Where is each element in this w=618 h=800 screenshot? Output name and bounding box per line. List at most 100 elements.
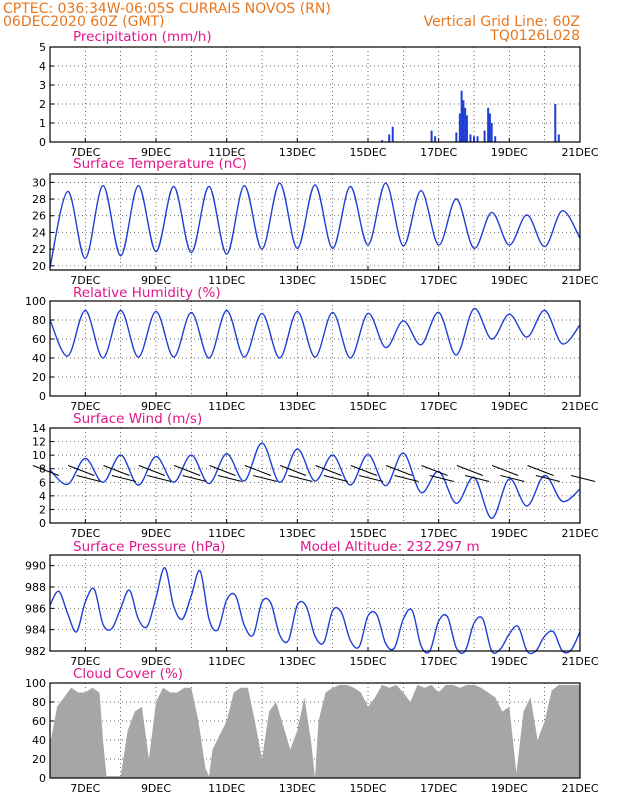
pressure-panel: 982 984 986 988 990 7DEC 9DEC 11DEC 13DEC 15DEC 17… — [25, 554, 599, 668]
precip-title: Precipitation (mm/h) — [73, 29, 212, 45]
precip-xtick-label: 11DEC — [208, 146, 245, 159]
pressure-xtick-label: 7DEC — [70, 655, 100, 668]
rh-ytick-label: 60 — [32, 333, 46, 346]
pressure-ytick-label: 986 — [25, 602, 46, 615]
wind-ytick-label: 10 — [32, 449, 46, 462]
precip-bar — [455, 132, 458, 142]
temp-ytick-label: 26 — [32, 210, 46, 223]
wind-arrow — [456, 465, 484, 476]
wind-arrow — [253, 475, 278, 482]
precip-bar — [458, 113, 461, 142]
temp-xtick-label: 7DEC — [70, 274, 100, 287]
wind-xtick-label: 13DEC — [279, 527, 316, 540]
wind-arrow — [394, 475, 419, 482]
cloud-ytick-label: 100 — [25, 677, 46, 690]
wind-arrow — [173, 465, 201, 476]
pressure-xtick-label: 9DEC — [141, 655, 171, 668]
wind-arrow — [429, 475, 454, 482]
precip-ytick-label: 2 — [39, 98, 46, 111]
precip-bar — [490, 123, 493, 142]
cloud-ytick-label: 80 — [32, 696, 46, 709]
wind-series-line — [49, 442, 581, 520]
wind-title: Surface Wind (m/s) — [73, 411, 202, 427]
wind-arrow — [111, 475, 136, 482]
wind-xtick-label: 21DEC — [561, 527, 598, 540]
wind-arrow — [315, 465, 342, 476]
cloud-xtick-label: 19DEC — [491, 782, 528, 795]
rh-xtick-label: 11DEC — [208, 400, 245, 413]
precip-bar — [434, 136, 437, 142]
pressure-xtick-label: 19DEC — [491, 655, 528, 668]
cloud-xtick-label: 17DEC — [420, 782, 457, 795]
temp-ytick-label: 24 — [32, 226, 46, 239]
rh-ytick-label: 20 — [32, 371, 46, 384]
cloud-panel: 0 20 40 60 80 100 7DEC 9DEC 11DEC 13DEC 15DEC 17DEC… — [25, 677, 599, 795]
rh-ytick-label: 80 — [32, 314, 46, 327]
wind-arrow — [465, 475, 490, 482]
rh-xtick-label: 13DEC — [279, 400, 316, 413]
rh-series-line — [49, 307, 581, 359]
temp-xtick-label: 11DEC — [208, 274, 245, 287]
cloud-ytick-label: 40 — [32, 734, 46, 747]
precip-bar — [465, 115, 468, 142]
wind-arrow — [103, 465, 130, 476]
rh-xtick-label: 7DEC — [70, 400, 100, 413]
pressure-title: Surface Pressure (hPa) — [73, 539, 226, 555]
cloud-ytick-label: 20 — [32, 753, 46, 766]
wind-ytick-label: 4 — [39, 490, 46, 503]
wind-arrow — [138, 465, 166, 476]
wind-arrow — [288, 475, 313, 482]
rh-ytick-label: 100 — [25, 295, 46, 308]
precip-bar — [381, 140, 384, 142]
precip-ytick-label: 5 — [39, 41, 46, 54]
wind-arrow — [323, 475, 348, 482]
precip-panel: 0 1 2 3 4 5 7DEC 9DEC 11DEC 13DEC 15DEC 17DEC 19DEC 2… — [39, 41, 599, 159]
rh-ytick-label: 0 — [39, 390, 46, 403]
rh-xtick-label: 15DEC — [349, 400, 386, 413]
wind-arrow — [217, 475, 242, 482]
pressure-series-line — [49, 567, 581, 655]
temp-xtick-label: 15DEC — [349, 274, 386, 287]
precip-xtick-label: 15DEC — [349, 146, 386, 159]
rh-xtick-label: 19DEC — [491, 400, 528, 413]
precip-bar — [388, 134, 391, 142]
rh-title: Relative Humidity (%) — [73, 285, 221, 301]
wind-ytick-label: 12 — [32, 436, 46, 449]
wind-arrow — [209, 465, 236, 476]
header-grid-line: Vertical Grid Line: 60Z — [424, 14, 580, 30]
wind-arrow — [32, 465, 60, 476]
wind-xtick-label: 17DEC — [420, 527, 457, 540]
wind-xtick-label: 7DEC — [70, 527, 100, 540]
rh-xtick-label: 17DEC — [420, 400, 457, 413]
precip-xtick-label: 7DEC — [70, 146, 100, 159]
wind-xtick-label: 15DEC — [349, 527, 386, 540]
wind-ytick-label: 0 — [39, 517, 46, 530]
wind-arrow — [535, 475, 560, 482]
wind-ytick-label: 6 — [39, 476, 46, 489]
wind-arrow — [385, 465, 413, 476]
wind-arrow — [421, 465, 448, 476]
precip-bar — [469, 134, 472, 142]
cloud-ytick-label: 60 — [32, 715, 46, 728]
wind-xtick-label: 9DEC — [141, 527, 171, 540]
precip-bar — [488, 113, 491, 142]
pressure-ytick-label: 984 — [25, 624, 46, 637]
precip-bar — [494, 136, 497, 142]
pressure-frame — [49, 554, 581, 652]
temp-ytick-label: 30 — [32, 176, 46, 189]
precip-xtick-label: 13DEC — [279, 146, 316, 159]
wind-xtick-label: 19DEC — [491, 527, 528, 540]
temp-xtick-label: 21DEC — [561, 274, 598, 287]
pressure-xtick-label: 15DEC — [349, 655, 386, 668]
precip-bar — [391, 126, 394, 142]
cloud-xtick-label: 13DEC — [279, 782, 316, 795]
wind-xtick-label: 11DEC — [208, 527, 245, 540]
header-run-date: 06DEC2020 60Z (GMT) — [3, 14, 165, 30]
precip-bar — [460, 90, 463, 142]
pressure-xtick-label: 21DEC — [561, 655, 598, 668]
precip-bar — [464, 107, 467, 142]
rh-panel: 0 20 40 60 80 100 7DEC 9DEC 11DEC 13DEC 15DEC 17DEC… — [25, 295, 599, 413]
precip-ytick-label: 0 — [39, 136, 46, 149]
cloud-xtick-label: 7DEC — [70, 782, 100, 795]
